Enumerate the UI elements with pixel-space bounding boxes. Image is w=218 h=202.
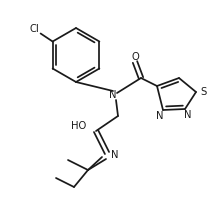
Text: O: O: [131, 52, 139, 62]
Text: N: N: [184, 110, 192, 120]
Text: N: N: [111, 150, 119, 160]
Text: N: N: [156, 111, 164, 121]
Text: HO: HO: [71, 121, 87, 131]
Text: S: S: [200, 87, 206, 97]
Text: N: N: [109, 90, 117, 100]
Text: Cl: Cl: [30, 23, 39, 34]
